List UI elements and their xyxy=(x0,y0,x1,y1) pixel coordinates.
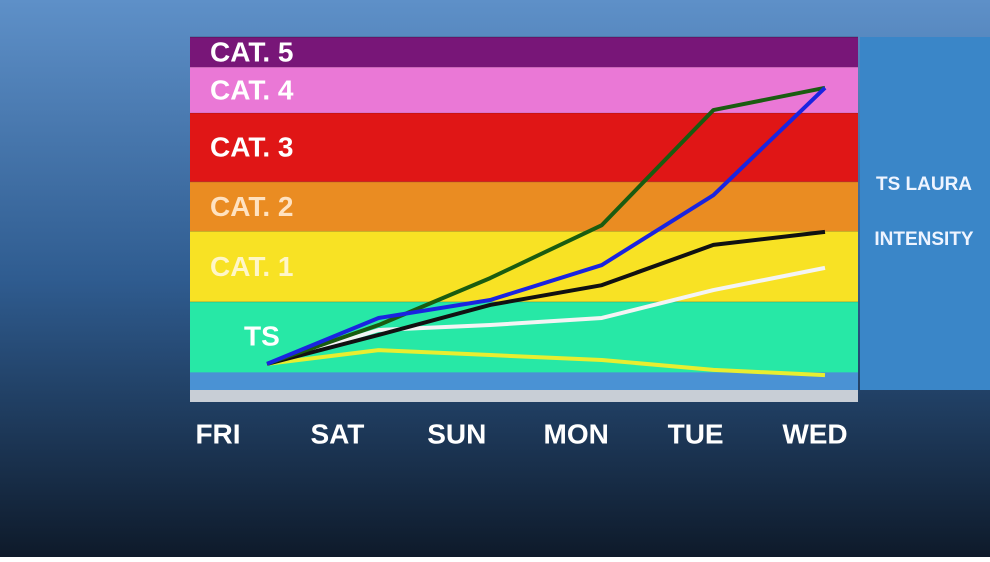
x-tick-label: FRI xyxy=(195,418,240,449)
forecast-line xyxy=(266,348,826,378)
forecast-line xyxy=(266,86,827,366)
x-tick-label: TUE xyxy=(668,418,724,449)
forecast-line xyxy=(266,265,826,366)
intensity-band xyxy=(190,112,858,182)
intensity-band xyxy=(190,181,858,232)
forecast-line xyxy=(266,85,826,366)
x-tick-label: MON xyxy=(544,418,609,449)
band-label: CAT. 2 xyxy=(210,191,294,222)
x-tick-label: SAT xyxy=(310,418,364,449)
forecast-line xyxy=(266,229,826,366)
band-label: CAT. 4 xyxy=(210,74,294,105)
chart-title: TS LAURA xyxy=(876,174,972,195)
x-tick-label: WED xyxy=(782,418,847,449)
band-label: CAT. 5 xyxy=(210,36,294,67)
title-panel xyxy=(860,37,990,390)
intensity-band xyxy=(190,37,858,68)
band-label: CAT. 1 xyxy=(210,251,294,282)
base-strip xyxy=(190,372,858,390)
chart-subtitle: INTENSITY xyxy=(874,229,974,250)
band-label: TS xyxy=(244,320,280,351)
band-label: CAT. 3 xyxy=(210,132,294,163)
x-tick-label: SUN xyxy=(427,418,486,449)
chart-frame-bottom xyxy=(190,390,858,402)
